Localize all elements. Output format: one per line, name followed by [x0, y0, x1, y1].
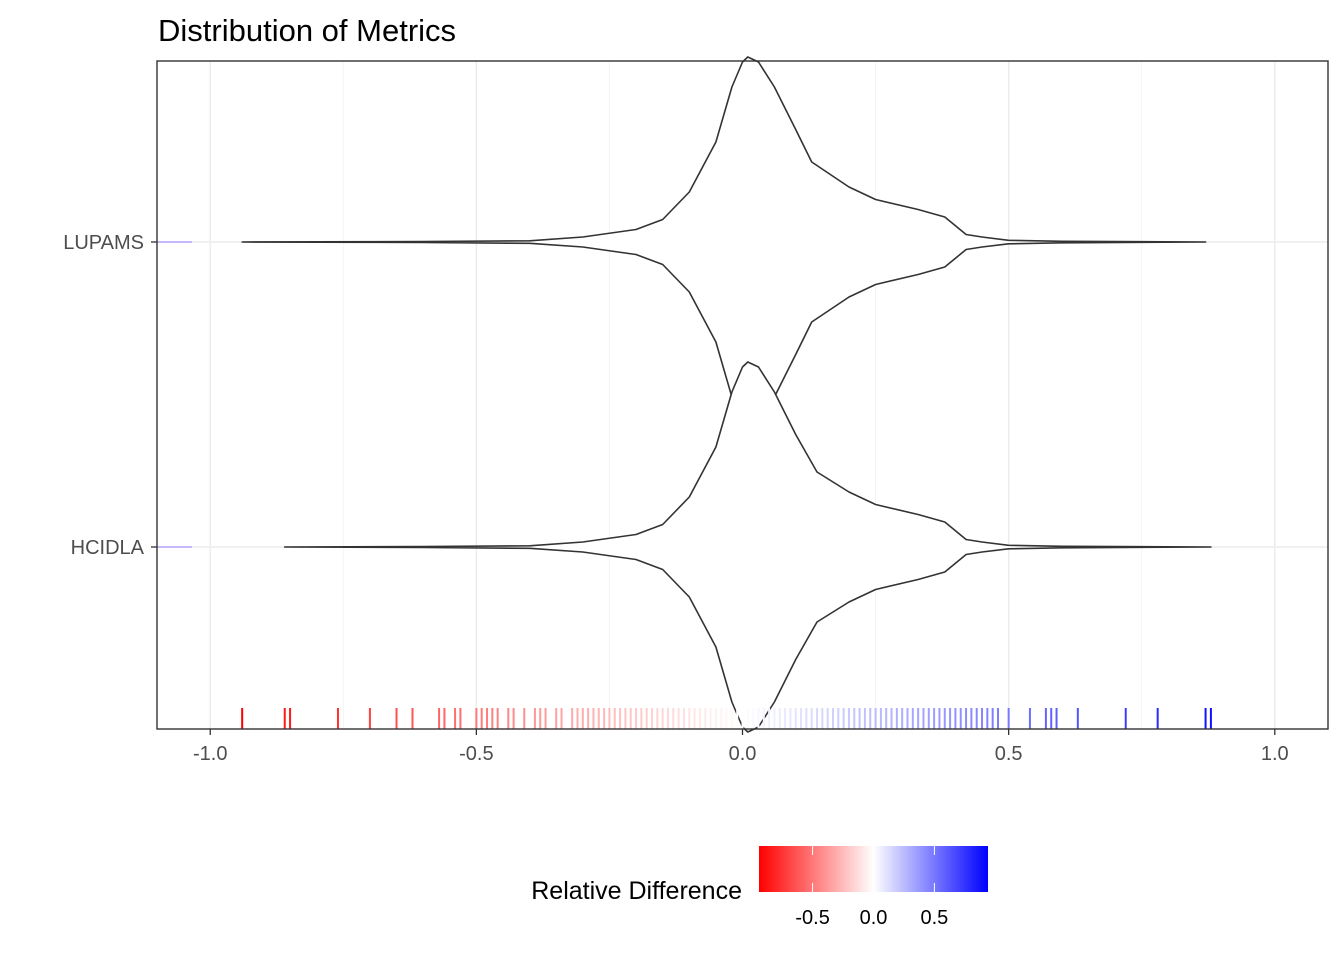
- y-tick-label: LUPAMS: [63, 232, 144, 254]
- x-tick-label: -0.5: [459, 743, 493, 765]
- x-tick-label: 0.0: [729, 743, 757, 765]
- legend-tick-label: 0.5: [920, 907, 948, 929]
- chart-title: Distribution of Metrics: [158, 13, 456, 48]
- legend-ticks: -0.5 0.0 0.5: [795, 846, 948, 929]
- legend-tick-label: -0.5: [795, 907, 829, 929]
- x-tick-label: 0.5: [995, 743, 1023, 765]
- x-tick-label: 1.0: [1261, 743, 1289, 765]
- x-tick-label: -1.0: [193, 743, 227, 765]
- legend-tick-label: 0.0: [860, 907, 888, 929]
- y-tick-label: HCIDLA: [71, 537, 145, 559]
- y-axis-markers: [157, 241, 192, 548]
- violin-hcidla: [283, 361, 1212, 733]
- rug-marks: [241, 708, 1212, 729]
- violin-lupams: [241, 56, 1207, 428]
- y-axis: LUPAMS HCIDLA: [63, 232, 157, 559]
- legend-title: Relative Difference: [531, 877, 742, 905]
- x-axis: -1.0 -0.5 0.0 0.5 1.0: [193, 729, 1289, 765]
- violins: [241, 56, 1212, 733]
